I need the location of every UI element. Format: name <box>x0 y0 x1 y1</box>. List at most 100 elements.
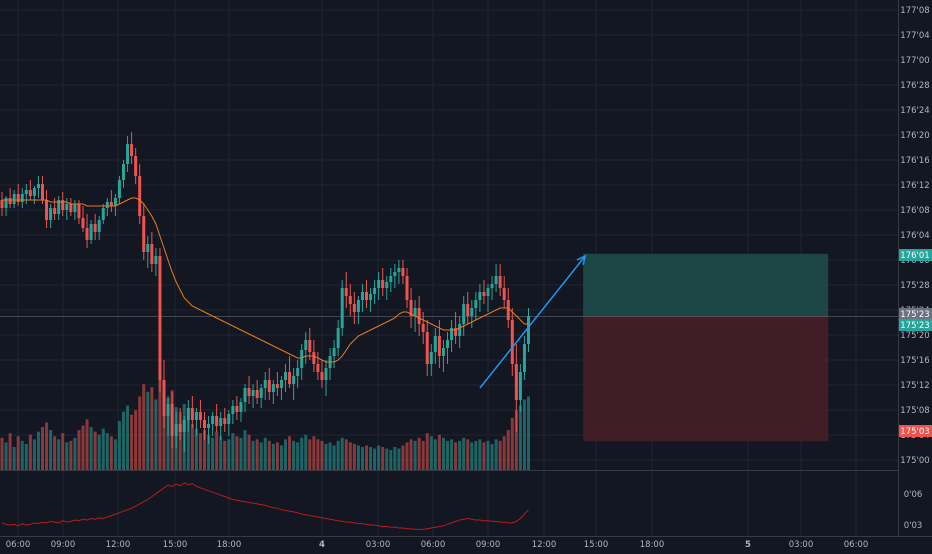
candle-body[interactable] <box>207 424 211 428</box>
candle-body[interactable] <box>393 272 397 276</box>
candle-body[interactable] <box>279 380 283 388</box>
candle-body[interactable] <box>352 304 356 312</box>
candle-body[interactable] <box>231 406 235 414</box>
candle-body[interactable] <box>239 402 243 412</box>
candle-body[interactable] <box>470 308 474 316</box>
candle-body[interactable] <box>409 300 413 316</box>
candle-body[interactable] <box>498 276 502 288</box>
candle-body[interactable] <box>405 276 409 300</box>
candle-body[interactable] <box>97 220 101 232</box>
candle-body[interactable] <box>138 176 142 216</box>
candle-body[interactable] <box>292 376 296 384</box>
candle-body[interactable] <box>166 404 170 416</box>
candle-body[interactable] <box>320 372 324 380</box>
candle-body[interactable] <box>49 208 53 220</box>
candle-body[interactable] <box>12 194 16 204</box>
candle-body[interactable] <box>482 292 486 296</box>
candle-body[interactable] <box>356 300 360 312</box>
candle-body[interactable] <box>194 412 198 420</box>
candle-body[interactable] <box>158 256 162 380</box>
candle-body[interactable] <box>203 420 206 428</box>
candle-body[interactable] <box>8 198 12 204</box>
candle-body[interactable] <box>4 198 8 208</box>
candle-body[interactable] <box>109 202 113 206</box>
candle-body[interactable] <box>421 324 425 332</box>
candle-body[interactable] <box>0 200 4 208</box>
candle-body[interactable] <box>190 408 194 420</box>
candle-body[interactable] <box>223 418 227 424</box>
candle-body[interactable] <box>182 420 186 432</box>
candle-body[interactable] <box>16 194 20 202</box>
candle-body[interactable] <box>65 204 69 210</box>
candle-body[interactable] <box>474 300 478 308</box>
candle-body[interactable] <box>429 352 433 364</box>
candle-body[interactable] <box>340 288 344 328</box>
candle-body[interactable] <box>170 404 174 436</box>
candle-body[interactable] <box>425 332 429 364</box>
candle-body[interactable] <box>215 416 219 426</box>
profit-target-zone[interactable] <box>583 253 829 317</box>
candle-body[interactable] <box>28 190 32 196</box>
candle-body[interactable] <box>373 288 377 294</box>
candle-body[interactable] <box>162 380 166 416</box>
candle-body[interactable] <box>198 412 202 420</box>
candle-body[interactable] <box>344 288 348 296</box>
candle-body[interactable] <box>69 204 73 212</box>
candle-body[interactable] <box>85 228 89 240</box>
candle-body[interactable] <box>122 164 125 180</box>
candle-body[interactable] <box>514 364 518 400</box>
candle-body[interactable] <box>93 224 97 232</box>
candle-body[interactable] <box>332 348 336 356</box>
candle-body[interactable] <box>178 424 182 432</box>
candle-body[interactable] <box>441 348 445 356</box>
candle-body[interactable] <box>486 288 490 296</box>
candle-body[interactable] <box>510 320 514 364</box>
candle-body[interactable] <box>45 200 49 220</box>
candle-body[interactable] <box>211 416 215 424</box>
candle-body[interactable] <box>454 328 458 336</box>
candle-body[interactable] <box>462 304 466 324</box>
candle-body[interactable] <box>304 340 308 350</box>
candle-body[interactable] <box>502 288 506 300</box>
candle-body[interactable] <box>433 336 437 352</box>
candle-body[interactable] <box>20 194 24 202</box>
candle-body[interactable] <box>437 336 441 356</box>
candle-body[interactable] <box>365 292 368 300</box>
candle-body[interactable] <box>255 390 259 398</box>
candle-body[interactable] <box>73 204 77 212</box>
candle-body[interactable] <box>518 372 522 400</box>
candle-body[interactable] <box>134 156 138 176</box>
candle-body[interactable] <box>146 244 150 252</box>
candle-body[interactable] <box>126 144 130 164</box>
candle-body[interactable] <box>275 384 279 388</box>
candle-body[interactable] <box>142 216 146 252</box>
candle-body[interactable] <box>446 340 449 348</box>
candle-body[interactable] <box>24 190 28 194</box>
candle-body[interactable] <box>57 200 61 214</box>
candle-body[interactable] <box>377 280 381 288</box>
candle-body[interactable] <box>150 244 154 264</box>
candle-body[interactable] <box>247 388 251 396</box>
candle-body[interactable] <box>413 308 417 316</box>
candle-body[interactable] <box>336 328 340 348</box>
candle-body[interactable] <box>506 300 510 320</box>
candle-body[interactable] <box>381 280 385 288</box>
candle-body[interactable] <box>308 340 312 352</box>
candle-body[interactable] <box>324 368 328 380</box>
candle-body[interactable] <box>360 292 364 300</box>
candle-body[interactable] <box>263 380 267 388</box>
candle-body[interactable] <box>417 308 421 324</box>
candle-body[interactable] <box>385 282 389 288</box>
candle-body[interactable] <box>271 384 275 392</box>
candle-body[interactable] <box>36 184 40 188</box>
candle-body[interactable] <box>494 276 498 284</box>
candle-body[interactable] <box>154 256 158 264</box>
candle-body[interactable] <box>267 380 271 392</box>
candle-body[interactable] <box>490 284 494 288</box>
candle-body[interactable] <box>77 204 81 218</box>
candle-body[interactable] <box>89 224 93 240</box>
candle-body[interactable] <box>53 208 57 214</box>
candle-body[interactable] <box>117 180 121 198</box>
candle-body[interactable] <box>259 388 263 398</box>
